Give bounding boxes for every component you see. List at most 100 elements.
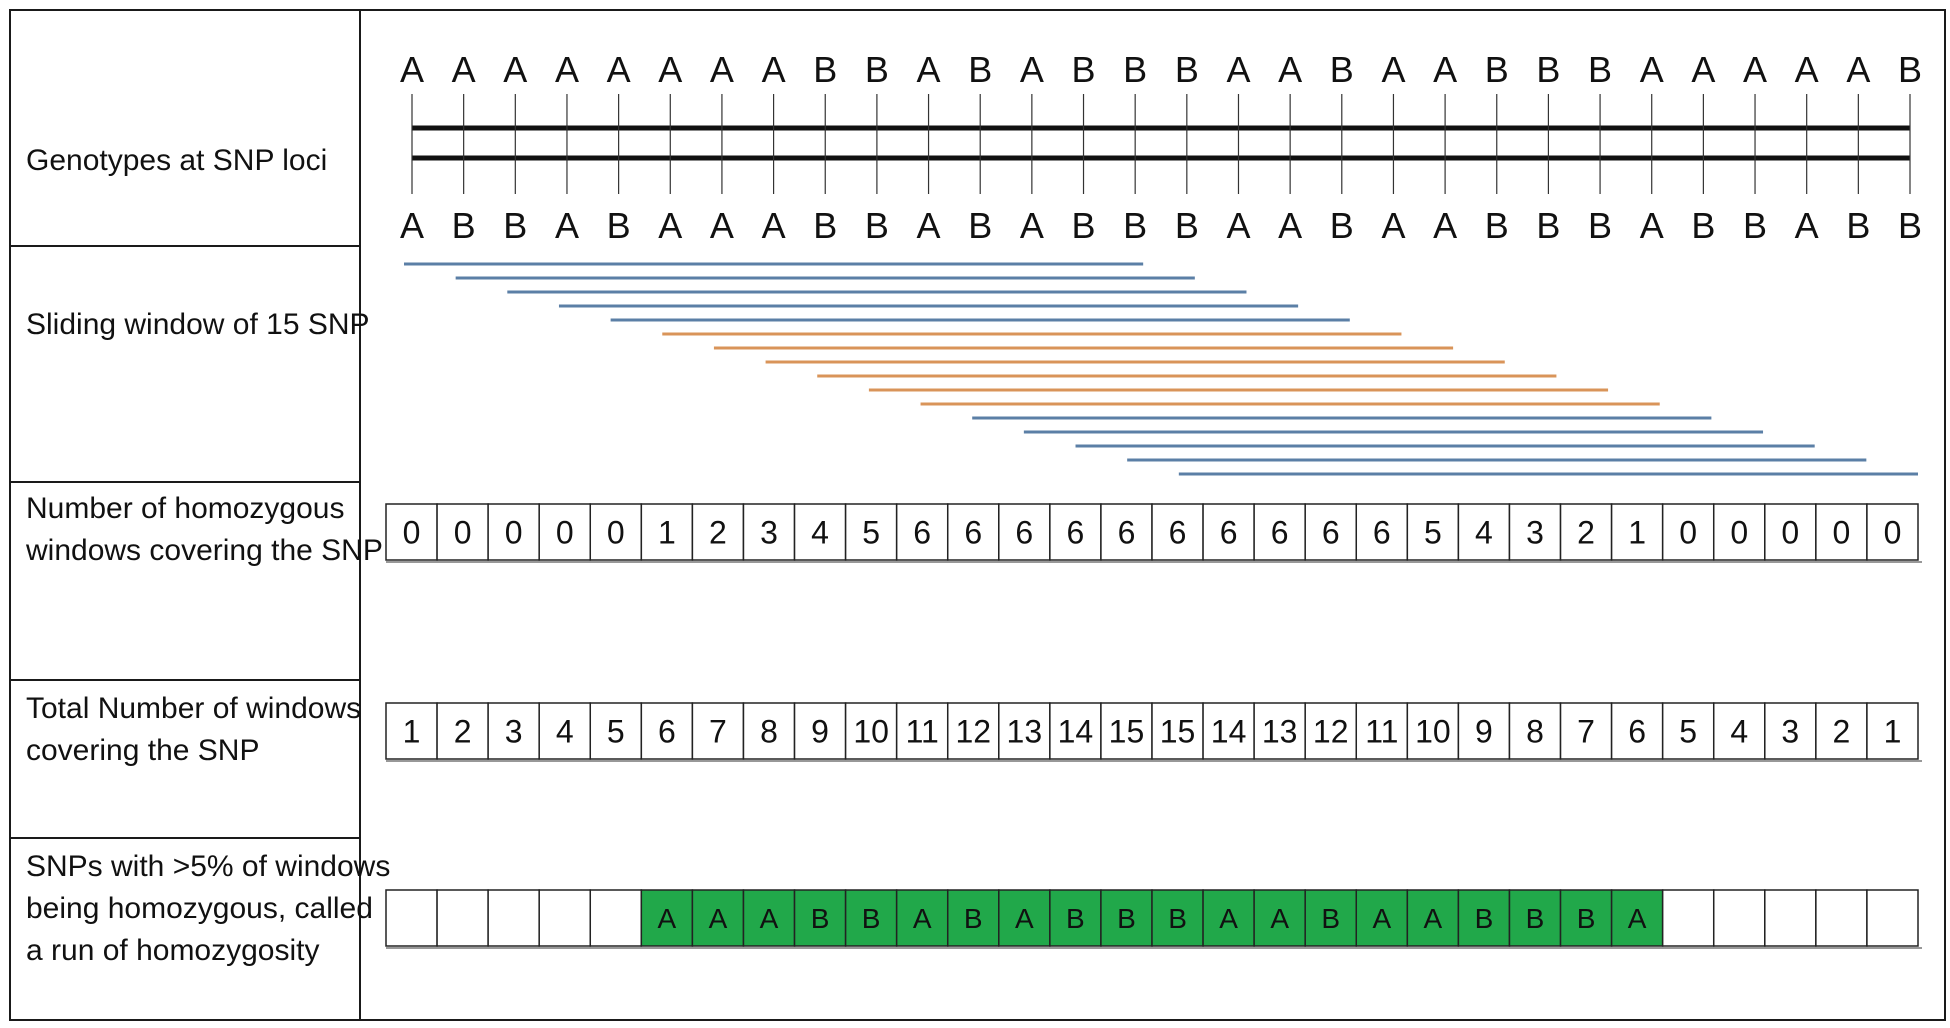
outer-frame: [9, 9, 1946, 1021]
homozygous-count-value: 6: [1169, 515, 1187, 551]
total-count-value: 7: [709, 714, 727, 750]
genotype-bottom-letter: A: [917, 205, 941, 246]
roh-cell: [1866, 889, 1919, 947]
roh-cell: [487, 889, 540, 947]
total-count-cell: [1355, 702, 1409, 760]
homozygous-count-value: 5: [1424, 515, 1442, 551]
total-count-value: 8: [1526, 714, 1544, 750]
roh-cell: [1253, 889, 1306, 947]
row-label-run-of-homozygosity: SNPs with >5% of windows being homozygous…: [26, 850, 390, 967]
roh-value: A: [1424, 903, 1443, 934]
total-count-value: 14: [1058, 714, 1094, 750]
homozygous-count-cell: [1815, 503, 1868, 561]
roh-value: B: [1066, 903, 1085, 934]
genotype-top-letter: A: [710, 49, 734, 90]
homozygous-count-value: 4: [811, 515, 829, 551]
total-count-value: 5: [1679, 714, 1697, 750]
roh-value: A: [658, 903, 677, 934]
total-count-cell: [1406, 702, 1460, 760]
homozygous-count-value: 1: [1628, 515, 1646, 551]
total-count-value: 11: [1365, 714, 1398, 750]
genotype-top-letter: A: [658, 49, 682, 90]
roh-cell: [1304, 889, 1358, 947]
roh-cell: [1355, 889, 1409, 947]
homozygous-count-cell: [1406, 503, 1460, 561]
total-count-value: 9: [1475, 714, 1493, 750]
homozygous-count-value: 6: [913, 515, 931, 551]
roh-value: B: [1526, 903, 1545, 934]
total-count-value: 8: [760, 714, 778, 750]
genotype-bottom-letter: A: [1226, 205, 1250, 246]
roh-value: A: [709, 903, 728, 934]
total-count-cell: [1712, 702, 1766, 760]
genotype-bottom-letter: B: [607, 205, 631, 246]
total-count-value: 14: [1211, 714, 1247, 750]
homozygous-count-value: 0: [1833, 515, 1851, 551]
homozygous-count-cell: [589, 503, 643, 561]
total-count-value: 3: [1781, 714, 1799, 750]
genotype-bottom-letter: B: [1072, 205, 1096, 246]
homozygous-count-value: 1: [658, 515, 676, 551]
genotype-top-letter: A: [1640, 49, 1664, 90]
roh-cell: [589, 889, 643, 947]
roh-cell: [1559, 889, 1613, 947]
genotype-bottom-letter: B: [452, 205, 476, 246]
roh-cell: [1508, 889, 1562, 947]
roh-cell: [1610, 889, 1664, 947]
homozygous-count-value: 0: [1781, 515, 1799, 551]
homozygous-count-value: 0: [505, 515, 523, 551]
homozygous-count-cell: [487, 503, 540, 561]
genotype-bottom-letter: B: [1485, 205, 1509, 246]
total-count-cell: [1100, 702, 1153, 760]
total-count-row: 1 2 3 4 5 6 7 8 9 10 11 12 13 14 15 15 14 13 12 11 10 9 8 7 6 5 4 3…: [385, 702, 1922, 762]
genotype-top-letter: B: [865, 49, 889, 90]
total-count-cell: [1610, 702, 1664, 760]
total-count-value: 1: [403, 714, 421, 750]
roh-value: A: [1015, 903, 1034, 934]
homozygous-count-value: 0: [403, 515, 421, 551]
total-count-value: 4: [1730, 714, 1748, 750]
genotype-top-letter: A: [1691, 49, 1715, 90]
genotype-bottom-letter: B: [968, 205, 992, 246]
total-count-cell: [1866, 702, 1919, 760]
row-label-genotypes: Genotypes at SNP loci: [26, 144, 327, 177]
total-count-value: 6: [658, 714, 676, 750]
total-count-value: 7: [1577, 714, 1595, 750]
total-count-value: 15: [1109, 714, 1145, 750]
homozygous-count-cell: [844, 503, 898, 561]
total-count-cell: [589, 702, 643, 760]
genotype-bottom-letter: A: [658, 205, 682, 246]
homozygous-count-cell: [895, 503, 949, 561]
roh-value: A: [1270, 903, 1289, 934]
total-count-cell: [1202, 702, 1255, 760]
homozygous-count-cell: [742, 503, 796, 561]
homozygous-count-cell: [385, 503, 438, 561]
genotype-bottom-letter: A: [555, 205, 579, 246]
homozygous-count-cell: [1661, 503, 1715, 561]
homozygous-count-value: 2: [709, 515, 727, 551]
homozygous-count-value: 6: [1015, 515, 1033, 551]
homozygous-count-value: 3: [760, 515, 778, 551]
homozygous-count-value: 6: [1373, 515, 1391, 551]
homozygous-count-value: 0: [556, 515, 574, 551]
genotype-top-letter: B: [1485, 49, 1509, 90]
roh-value: A: [760, 903, 779, 934]
total-count-value: 2: [454, 714, 472, 750]
genotype-bottom-letter: A: [762, 205, 786, 246]
total-count-cell: [385, 702, 438, 760]
genotype-top-letter: A: [917, 49, 941, 90]
genotype-bottom-letter: A: [1381, 205, 1405, 246]
roh-cell: [1151, 889, 1204, 947]
genotype-top-letter: A: [452, 49, 476, 90]
homozygous-count-value: 6: [964, 515, 982, 551]
homozygous-count-cell: [946, 503, 1000, 561]
row-label-sliding-window: Sliding window of 15 SNP: [26, 308, 370, 341]
genotype-top-letter: A: [1846, 49, 1870, 90]
genotype-top-letter: A: [1433, 49, 1457, 90]
homozygous-count-value: 0: [1884, 515, 1902, 551]
homozygous-count-value: 0: [1730, 515, 1748, 551]
total-count-value: 5: [607, 714, 625, 750]
